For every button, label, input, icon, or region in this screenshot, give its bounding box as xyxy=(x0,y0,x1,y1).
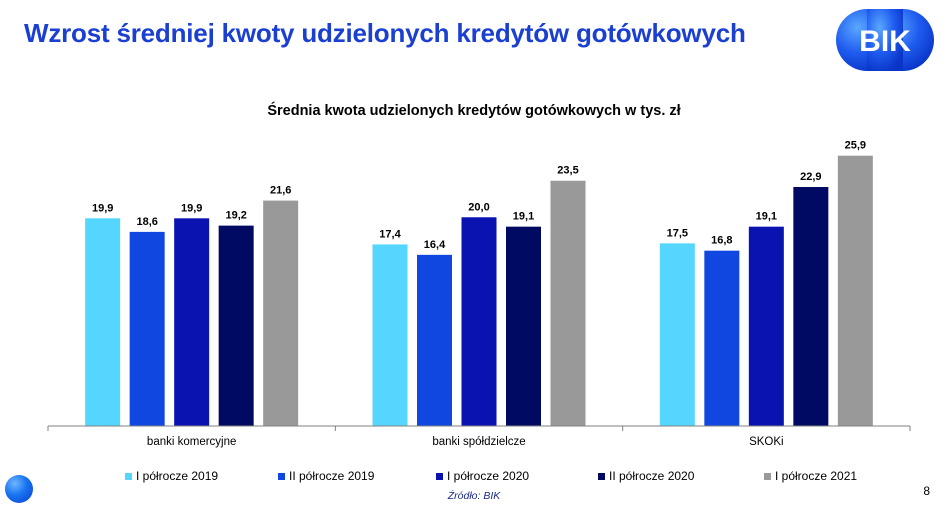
source-note: Źródło: BIK xyxy=(447,490,501,502)
data-label-1-1: 19,9 xyxy=(92,202,113,214)
data-label-3-3: 19,1 xyxy=(756,211,777,223)
legend-label: II półrocze 2019 xyxy=(289,469,375,483)
bar-5-2 xyxy=(550,180,586,426)
legend-item-5: I półrocze 2021 xyxy=(764,469,857,483)
bar-4-3 xyxy=(793,187,829,426)
page-number: 8 xyxy=(923,484,930,498)
bar-5-3 xyxy=(837,155,873,426)
bar-1-2 xyxy=(372,244,408,426)
legend-item-4: II półrocze 2020 xyxy=(598,469,694,483)
bar-3-2 xyxy=(461,217,497,426)
data-label-4-1: 19,2 xyxy=(225,210,246,222)
bar-2-2 xyxy=(417,254,452,426)
bar-5-1 xyxy=(263,200,299,426)
data-label-5-2: 23,5 xyxy=(557,165,578,177)
bik-logo: BIK xyxy=(836,9,934,71)
bar-chart: 19,9 18,6 19,9 19,2 21,6 banki komercyjne 17,4… xyxy=(47,140,911,448)
bar-3-3 xyxy=(748,226,784,426)
bar-2-1 xyxy=(129,231,165,426)
legend-swatch xyxy=(125,472,132,480)
legend-label: I półrocze 2021 xyxy=(775,469,858,483)
bar-4-2 xyxy=(506,226,541,426)
legend-label: II półrocze 2020 xyxy=(609,469,695,483)
legend-label: I półrocze 2019 xyxy=(136,469,219,483)
data-label-5-1: 21,6 xyxy=(270,185,291,197)
bar-2-3 xyxy=(704,250,740,426)
data-label-2-3: 16,8 xyxy=(711,235,732,247)
bar-3-1 xyxy=(174,218,210,426)
data-label-4-2: 19,1 xyxy=(513,211,534,223)
legend-label: I półrocze 2020 xyxy=(447,469,530,483)
data-label-1-2: 17,4 xyxy=(379,228,401,240)
corner-dot xyxy=(5,475,33,503)
category-label-1: banki komercyjne xyxy=(147,436,236,448)
data-label-4-3: 22,9 xyxy=(800,171,821,183)
legend-swatch xyxy=(598,472,605,480)
logo-text: BIK xyxy=(859,25,911,58)
legend-item-2: II półrocze 2019 xyxy=(278,469,374,483)
legend-swatch xyxy=(278,472,285,480)
data-label-1-3: 17,5 xyxy=(667,227,688,239)
legend-swatch xyxy=(764,472,771,480)
data-label-5-3: 25,9 xyxy=(845,140,866,152)
category-label-3: SKOKi xyxy=(749,436,784,448)
bar-4-1 xyxy=(218,225,254,426)
slide-title: Wzrost średniej kwoty udzielonych kredyt… xyxy=(24,18,746,48)
chart-title: Średnia kwota udzielonych kredytów gotów… xyxy=(267,103,681,119)
legend-item-1: I półrocze 2019 xyxy=(125,469,218,483)
legend-swatch xyxy=(436,472,443,480)
data-label-2-1: 18,6 xyxy=(136,216,157,228)
data-label-2-2: 16,4 xyxy=(424,239,446,251)
category-label-2: banki spółdzielcze xyxy=(432,436,525,448)
data-label-3-2: 20,0 xyxy=(468,201,489,213)
bar-1-3 xyxy=(659,243,695,426)
legend-item-3: I półrocze 2020 xyxy=(436,469,529,483)
chart-legend: I półrocze 2019 II półrocze 2019 I półrocz… xyxy=(0,469,948,485)
bar-1-1 xyxy=(85,218,121,426)
data-label-3-1: 19,9 xyxy=(181,202,202,214)
